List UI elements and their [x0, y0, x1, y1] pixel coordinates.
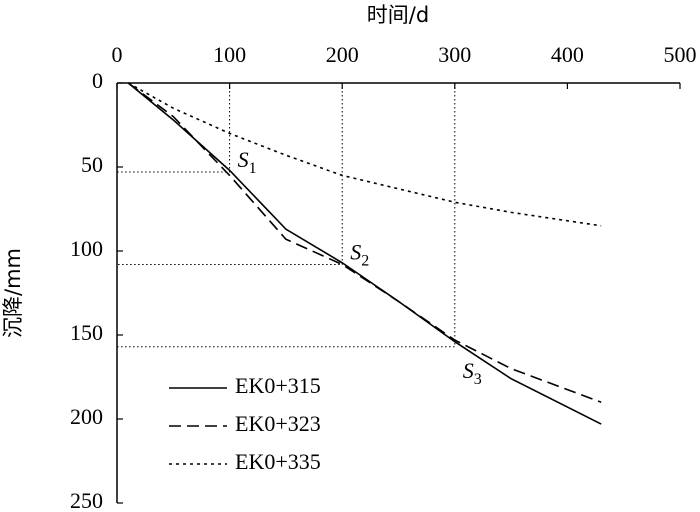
- annotation-letter: S: [463, 358, 474, 383]
- y-tick-label: 200: [70, 404, 103, 429]
- series-line: [127, 82, 602, 227]
- guide-line: [117, 83, 343, 265]
- y-tick-label: 50: [81, 152, 103, 177]
- annotation-letter: S: [238, 147, 249, 172]
- x-tick-label: 0: [112, 42, 123, 67]
- annotation-subscript: 3: [474, 370, 482, 387]
- x-tick-label: 300: [438, 42, 471, 67]
- x-tick-label: 400: [551, 42, 584, 67]
- guide-line: [117, 83, 456, 348]
- x-tick-label: 500: [664, 42, 697, 67]
- series-line: [127, 82, 602, 403]
- legend-label: EK0+323: [235, 411, 321, 436]
- y-tick-label: 250: [70, 488, 103, 512]
- x-tick-label: 100: [213, 42, 246, 67]
- x-tick-label: 200: [326, 42, 359, 67]
- annotation-letter: S: [350, 239, 361, 264]
- y-tick-label: 150: [70, 320, 103, 345]
- guide-line: [117, 83, 231, 173]
- y-tick-label: 0: [92, 68, 103, 93]
- x-axis-title: 时间/d: [367, 3, 429, 27]
- annotation: S1: [238, 147, 257, 177]
- y-tick-label: 100: [70, 236, 103, 261]
- annotation-subscript: 2: [361, 252, 369, 269]
- annotation-subscript: 1: [249, 160, 257, 177]
- annotation: S2: [350, 239, 369, 269]
- legend-label: EK0+335: [235, 449, 321, 474]
- legend-label: EK0+315: [235, 373, 321, 398]
- annotation: S3: [463, 358, 482, 388]
- y-axis-title: 沉降/mm: [1, 248, 25, 338]
